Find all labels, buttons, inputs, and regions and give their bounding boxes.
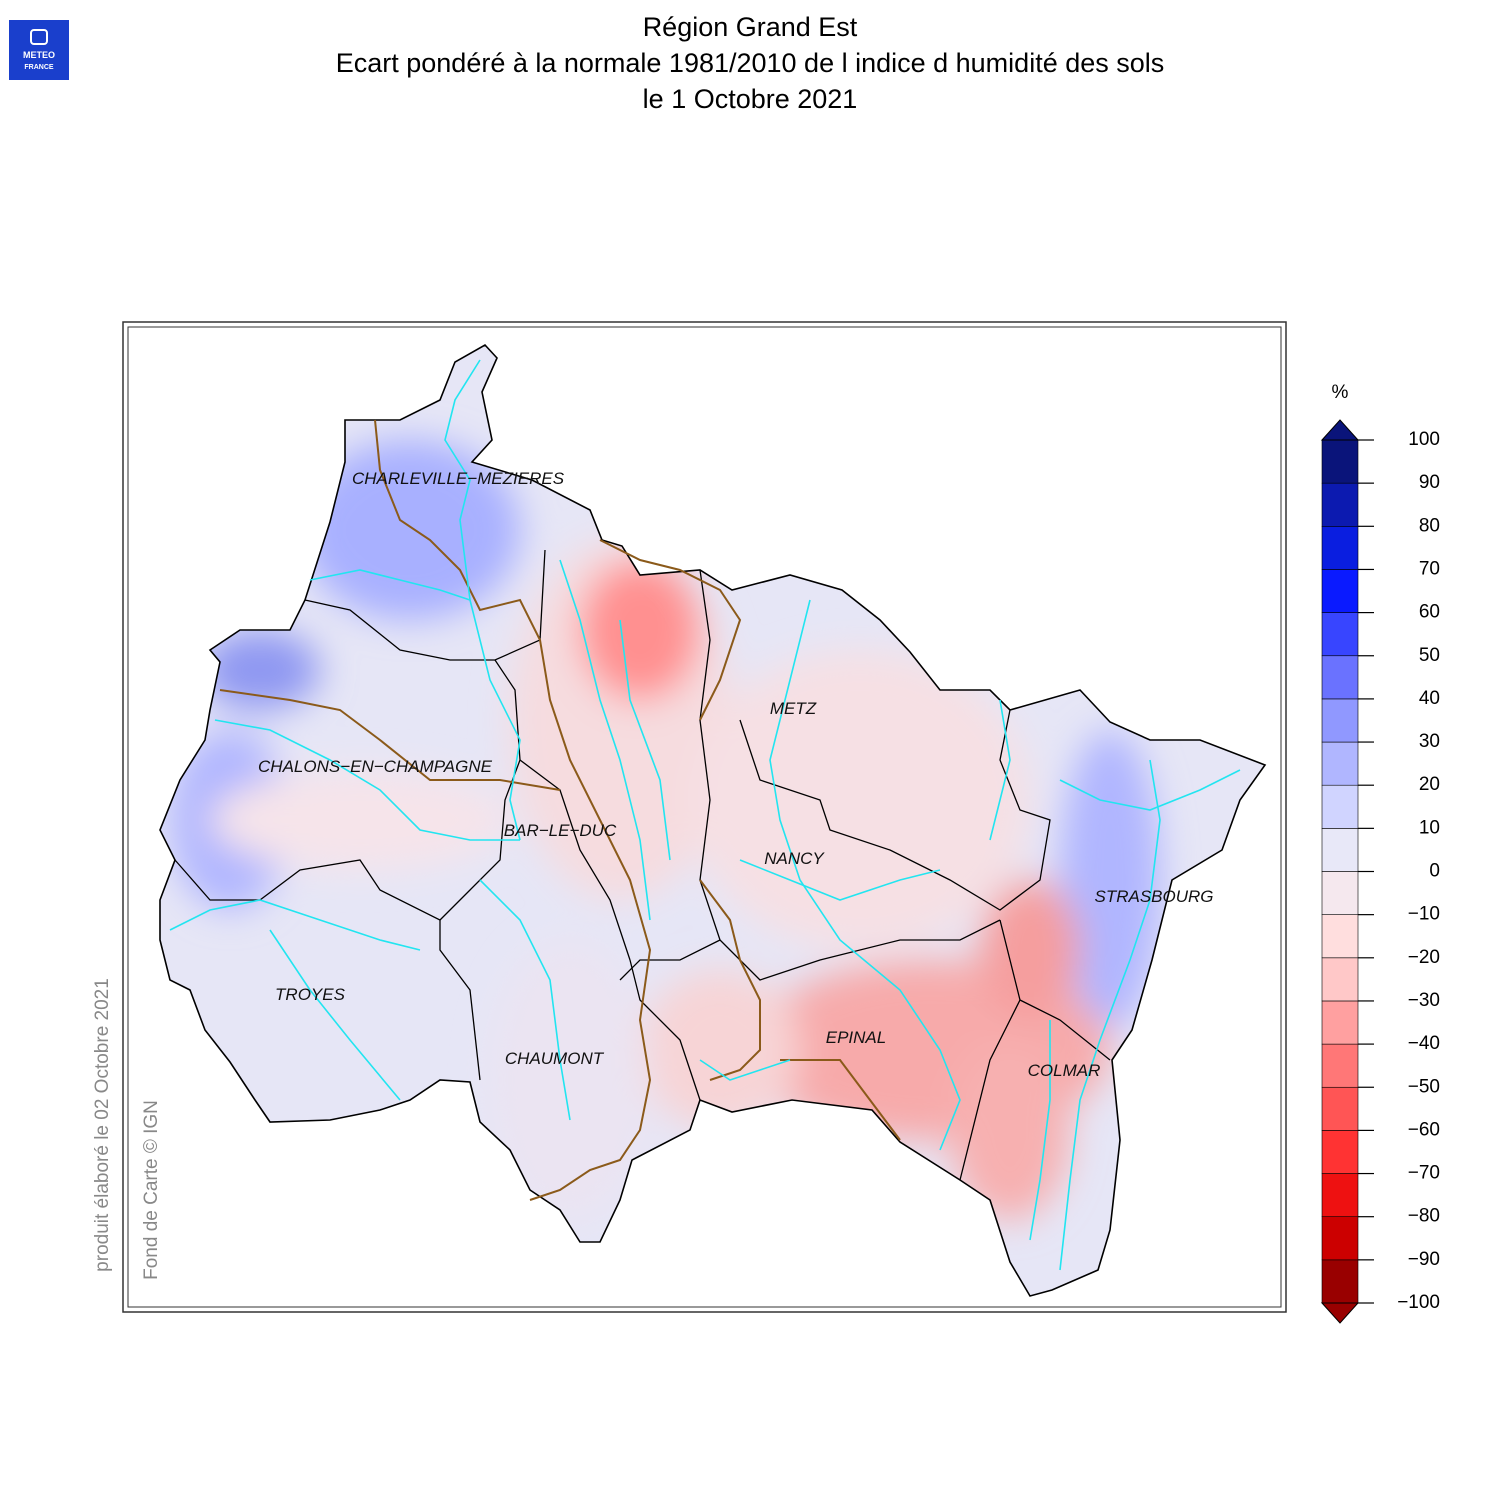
colorbar-tick-label: −70 — [1408, 1163, 1440, 1184]
colorbar: −100−90−80−70−60−50−40−30−20−10010203040… — [1320, 419, 1440, 1324]
colorbar-swatch — [1321, 1043, 1359, 1088]
city-label: TROYES — [275, 985, 346, 1004]
colorbar-tick-label: −20 — [1408, 947, 1440, 968]
rivers — [169, 359, 1241, 1271]
colorbar-tick-label: 50 — [1419, 645, 1440, 666]
credit: produit élaboré le 02 Octobre 2021 — [92, 978, 113, 1272]
colorbar-tick-label: −100 — [1397, 1292, 1440, 1313]
colorbar-swatch — [1321, 957, 1359, 1002]
colorbar-tick-label: −40 — [1408, 1033, 1440, 1054]
colorbar-swatch — [1321, 439, 1359, 484]
colorbar-tick-label: 10 — [1419, 817, 1440, 838]
logo-text: METEO — [23, 50, 55, 60]
colorbar-extension — [1320, 419, 1360, 441]
colorbar-swatch — [1321, 569, 1359, 613]
colorbar-tick-label: 20 — [1419, 774, 1440, 795]
colorbar-swatch — [1321, 1130, 1359, 1174]
colorbar-swatch — [1321, 914, 1359, 959]
title: le 1 Octobre 2021 — [643, 84, 858, 114]
colorbar-swatch — [1321, 612, 1359, 657]
colorbar-tick-label: −50 — [1408, 1076, 1440, 1097]
city-label: BAR−LE−DUC — [504, 821, 617, 840]
colorbar-swatch — [1321, 784, 1359, 829]
city-label: STRASBOURG — [1094, 887, 1213, 906]
city-label: COLMAR — [1028, 1061, 1101, 1080]
map-frame — [127, 326, 1282, 1308]
colorbar-tick-label: 0 — [1429, 861, 1440, 882]
colorbar-tick-label: 30 — [1419, 731, 1440, 752]
colorbar-unit: % — [1332, 382, 1349, 403]
title: Ecart pondéré à la normale 1981/2010 de … — [336, 48, 1165, 78]
colorbar-tick-label: −90 — [1408, 1249, 1440, 1270]
colorbar-tick-label: 60 — [1419, 602, 1440, 623]
map-frame — [122, 321, 1287, 1313]
city-label: CHAUMONT — [505, 1049, 605, 1068]
colorbar-tick-label: 70 — [1419, 558, 1440, 579]
colorbar-swatch — [1321, 1259, 1359, 1304]
city-label: CHARLEVILLE−MEZIERES — [352, 469, 565, 488]
colorbar-tick-label: 40 — [1419, 688, 1440, 709]
colorbar-swatch — [1321, 741, 1359, 786]
city-label: EPINAL — [826, 1028, 886, 1047]
colorbar-swatch — [1321, 525, 1359, 570]
department-borders — [174, 549, 1111, 1181]
logo-text: FRANCE — [24, 64, 53, 71]
colorbar-tick-label: −60 — [1408, 1119, 1440, 1140]
city-label: NANCY — [764, 849, 825, 868]
colorbar-tick-label: 90 — [1419, 472, 1440, 493]
credit: Fond de Carte © IGN — [141, 1100, 162, 1280]
colorbar-swatch — [1321, 1173, 1359, 1218]
title: Région Grand Est — [643, 12, 858, 42]
colorbar-tick-label: 80 — [1419, 515, 1440, 536]
colorbar-swatch — [1321, 482, 1359, 527]
colorbar-swatch — [1321, 1216, 1359, 1261]
colorbar-tick-label: −10 — [1408, 904, 1440, 925]
colorbar-tick-label: −30 — [1408, 990, 1440, 1011]
colorbar-swatch — [1321, 871, 1359, 915]
colorbar-swatch — [1321, 698, 1359, 743]
colorbar-extension — [1320, 1302, 1360, 1324]
colorbar-swatch — [1321, 655, 1359, 700]
colorbar-swatch — [1321, 828, 1359, 872]
basin-borders — [219, 419, 901, 1201]
city-label: CHALONS−EN−CHAMPAGNE — [258, 757, 493, 776]
anomaly-field — [160, 345, 1265, 1296]
logo-icon — [30, 29, 48, 45]
colorbar-swatch — [1321, 1086, 1359, 1131]
city-label: METZ — [770, 699, 817, 718]
colorbar-tick-label: −80 — [1408, 1206, 1440, 1227]
colorbar-swatch — [1321, 1000, 1359, 1045]
colorbar-tick-label: 100 — [1408, 429, 1440, 450]
